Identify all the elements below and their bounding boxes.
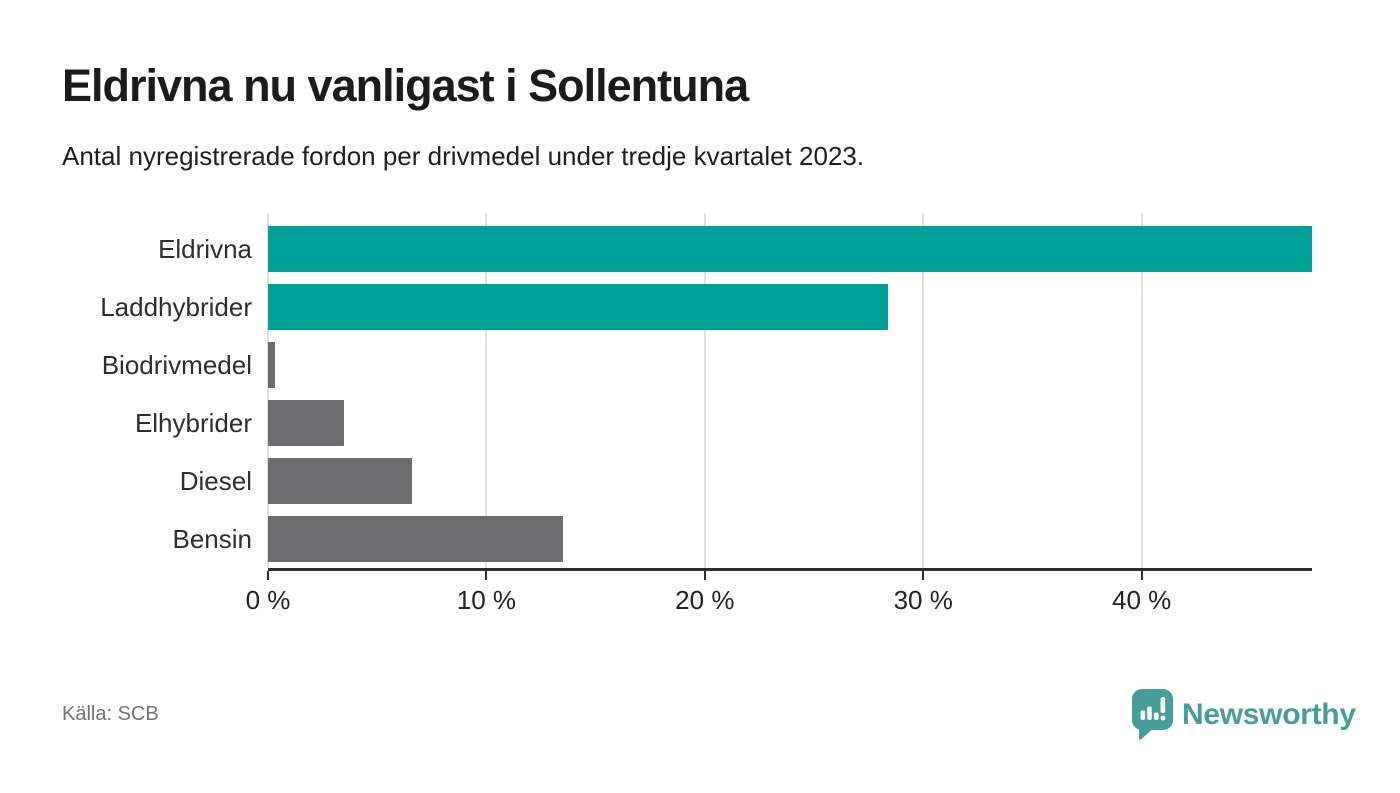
bar-elhybrider	[268, 400, 345, 446]
x-tick-20	[703, 571, 706, 580]
x-tick-label-10: 10 %	[456, 585, 517, 615]
brand-name: Newsworthy	[1182, 698, 1356, 731]
bar-biodrivmedel	[268, 342, 275, 388]
chart-subtitle: Antal nyregistrerade fordon per drivmede…	[62, 141, 865, 171]
bar-eldrivna	[268, 226, 1312, 272]
gridline-30	[922, 213, 925, 568]
x-axis-line	[268, 568, 1312, 571]
brand-logo: Newsworthy	[1132, 689, 1356, 741]
category-label-laddhybrider: Laddhybrider	[100, 292, 252, 322]
newsworthy-icon	[1132, 689, 1173, 740]
gridline-10	[485, 213, 488, 568]
category-label-bensin: Bensin	[172, 524, 253, 554]
x-tick-0	[267, 571, 269, 580]
bar-bensin	[268, 516, 563, 562]
x-tick-40	[1140, 571, 1143, 580]
x-tick-label-40: 40 %	[1111, 585, 1172, 615]
gridline-0	[267, 213, 269, 568]
category-label-eldrivna: Eldrivna	[158, 234, 252, 264]
bar-diesel	[268, 458, 413, 504]
chart-title: Eldrivna nu vanligast i Sollentuna	[62, 60, 749, 111]
x-tick-label-30: 30 %	[893, 585, 953, 615]
source-note: Källa: SCB	[62, 703, 159, 725]
category-label-biodrivmedel: Biodrivmedel	[101, 350, 252, 380]
x-tick-10	[485, 571, 488, 580]
x-tick-30	[922, 571, 925, 580]
gridline-40	[1140, 213, 1143, 568]
x-tick-label-20: 20 %	[675, 585, 735, 615]
category-label-diesel: Diesel	[179, 466, 252, 496]
x-tick-label-0: 0 %	[245, 585, 291, 615]
bar-chart-plot-area: Eldrivna Laddhybrider Biodrivmedel Elhybrid…	[100, 213, 1312, 615]
category-label-elhybrider: Elhybrider	[134, 408, 252, 438]
bar-laddhybrider	[268, 284, 889, 330]
gridline-20	[703, 213, 706, 568]
